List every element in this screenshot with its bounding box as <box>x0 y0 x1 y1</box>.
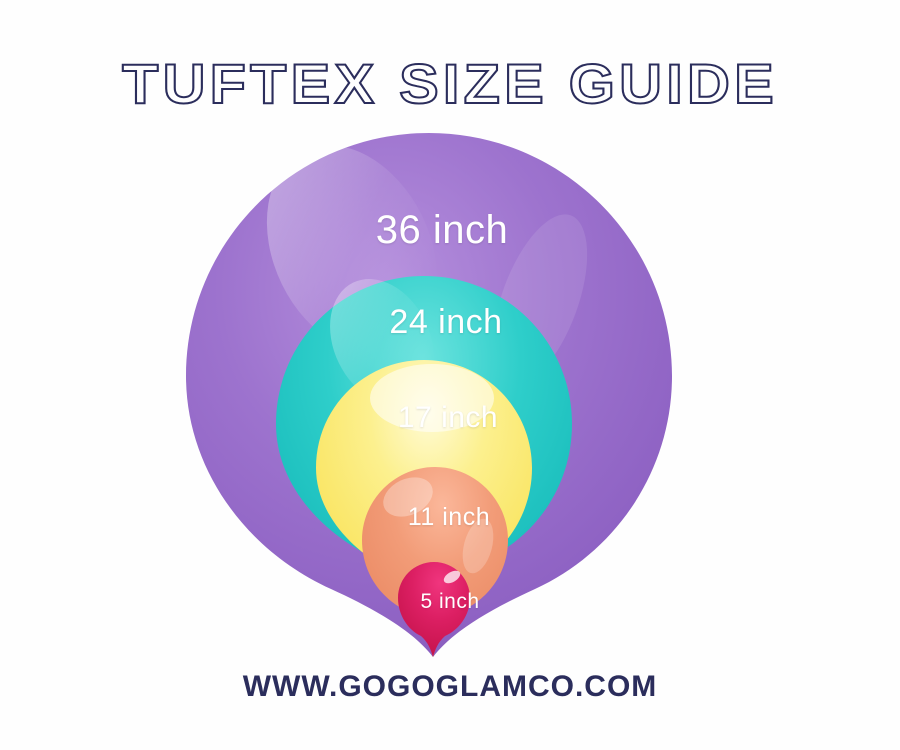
balloon-label-11-inch: 11 inch <box>407 503 491 531</box>
balloon-label-24-inch: 24 inch <box>389 303 503 341</box>
footer-website-url: WWW.GOGOGLAMCO.COM <box>242 670 658 703</box>
balloon-5-body <box>398 562 470 657</box>
balloon-11-highlight <box>383 477 433 517</box>
balloon-5-highlight <box>443 570 461 584</box>
balloon-label-17-inch: 17 inch <box>397 401 499 434</box>
balloon-5-inch <box>398 562 470 657</box>
balloon-label-36-inch: 36 inch <box>375 208 509 252</box>
balloon-11-inch <box>362 467 508 657</box>
balloon-11-body <box>362 467 508 657</box>
page-title: TUFTEX SIZE GUIDE <box>121 52 778 115</box>
balloon-17-highlight <box>370 364 494 432</box>
balloon-label-5-inch: 5 inch <box>420 590 480 613</box>
balloon-11-secondary-highlight <box>462 518 494 574</box>
